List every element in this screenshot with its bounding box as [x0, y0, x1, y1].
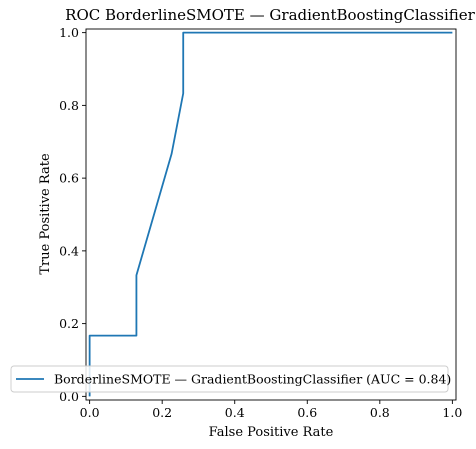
- legend-label: BorderlineSMOTE — GradientBoostingClassi…: [54, 372, 451, 387]
- series-layer: [90, 33, 453, 397]
- x-tick-label: 0.6: [297, 405, 317, 420]
- axis-ticks: 0.0 0.2 0.4 0.6 0.8 1.00.00.20.40.60.81.0: [59, 25, 462, 420]
- y-tick-label: 0.2: [59, 316, 79, 331]
- chart-title: ROC BorderlineSMOTE — GradientBoostingCl…: [65, 6, 475, 24]
- x-axis-label: False Positive Rate: [209, 425, 334, 440]
- roc-curve-line: [90, 33, 453, 397]
- x-tick-label: 0.2: [152, 405, 172, 420]
- axes-frame: [86, 29, 456, 400]
- y-tick-label: 0.6: [59, 171, 79, 186]
- y-tick-label: 0.4: [59, 243, 79, 258]
- legend: BorderlineSMOTE — GradientBoostingClassi…: [11, 366, 451, 392]
- x-tick-label: 0.0: [80, 405, 100, 420]
- x-tick-label: 0.4: [225, 405, 245, 420]
- y-axis-label: True Positive Rate: [38, 153, 53, 275]
- y-tick-label: 0.8: [59, 98, 79, 113]
- x-tick-label: 0.8: [370, 405, 390, 420]
- y-tick-label: 1.0: [59, 25, 79, 40]
- x-tick-label: 1.0: [442, 405, 462, 420]
